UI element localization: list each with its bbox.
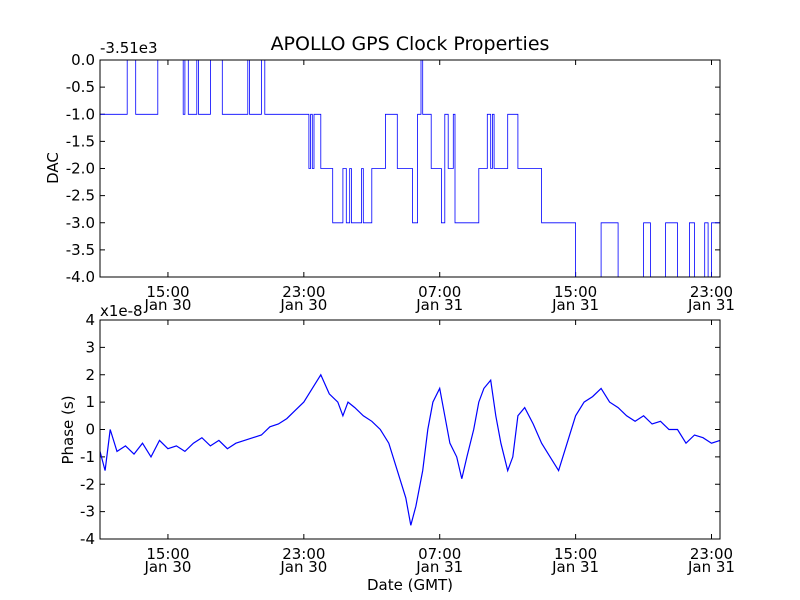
y-tick-label: -0.5 (66, 78, 95, 96)
dac-panel: -3.51e3 DAC 0.0 -0.5 -1.0 -1.5 -2.0 -2.5 -3.0 -… (44, 39, 735, 314)
phase-series-line (99, 373, 721, 526)
x-tick-date-label: Jan 30 (143, 558, 191, 576)
x-tick-date-label: Jan 31 (415, 296, 463, 314)
x-tick-time-label: 23:00 (690, 283, 733, 301)
x-tick-date-label: Jan 31 (687, 296, 735, 314)
chart-title: APOLLO GPS Clock Properties (271, 33, 550, 55)
y-tick-label: -1 (80, 448, 95, 466)
x-tick-time-label: 23:00 (282, 283, 325, 301)
y-tick-label: 3 (85, 338, 95, 356)
x-tick-time-label: 07:00 (418, 545, 461, 563)
y-tick-label: -4 (80, 530, 95, 548)
dac-plot-frame (99, 59, 721, 278)
x-tick-date-label: Jan 31 (551, 558, 599, 576)
y-tick-label: -1.0 (66, 105, 95, 123)
y-tick-label: -4.0 (66, 268, 95, 286)
x-tick-date-label: Jan 30 (143, 296, 191, 314)
x-tick-time-label: 15:00 (146, 283, 189, 301)
dac-y-ticks: 0.0 -0.5 -1.0 -1.5 -2.0 -2.5 -3.0 -3.5 -4.0 (66, 51, 720, 286)
phase-plot-frame (99, 319, 721, 540)
y-tick-label: 4 (85, 311, 95, 329)
y-tick-label: -3.5 (66, 241, 95, 259)
x-tick-time-label: 23:00 (690, 545, 733, 563)
x-tick-time-label: 23:00 (282, 545, 325, 563)
y-tick-label: 2 (85, 366, 95, 384)
y-tick-label: 0 (85, 421, 95, 439)
x-tick-date-label: Jan 31 (687, 558, 735, 576)
y-tick-label: -2.5 (66, 187, 95, 205)
y-tick-label: -2.0 (66, 160, 95, 178)
x-tick-date-label: Jan 30 (279, 558, 327, 576)
phase-y-ticks: 4 3 2 1 0 -1 -2 -3 -4 (80, 311, 720, 548)
dac-y-axis-label: DAC (44, 152, 62, 184)
x-tick-time-label: 07:00 (418, 283, 461, 301)
phase-panel: x1e-8 Phase (s) Date (GMT) 4 3 2 1 0 -1 -2 -3 -4… (59, 302, 735, 594)
x-tick-date-label: Jan 31 (415, 558, 463, 576)
x-tick-time-label: 15:00 (554, 545, 597, 563)
x-tick-time-label: 15:00 (146, 545, 189, 563)
x-tick-time-label: 15:00 (554, 283, 597, 301)
y-tick-label: 0.0 (71, 51, 95, 69)
phase-y-axis-label: Phase (s) (59, 395, 77, 464)
y-tick-label: 1 (85, 393, 95, 411)
phase-offset-label: x1e-8 (100, 302, 143, 320)
dac-offset-label: -3.51e3 (100, 39, 158, 57)
y-tick-label: -3 (80, 503, 95, 521)
x-axis-label: Date (GMT) (367, 576, 453, 594)
y-tick-label: -2 (80, 475, 95, 493)
x-tick-date-label: Jan 31 (551, 296, 599, 314)
x-tick-date-label: Jan 30 (279, 296, 327, 314)
y-tick-label: -1.5 (66, 132, 95, 150)
y-tick-label: -3.0 (66, 214, 95, 232)
